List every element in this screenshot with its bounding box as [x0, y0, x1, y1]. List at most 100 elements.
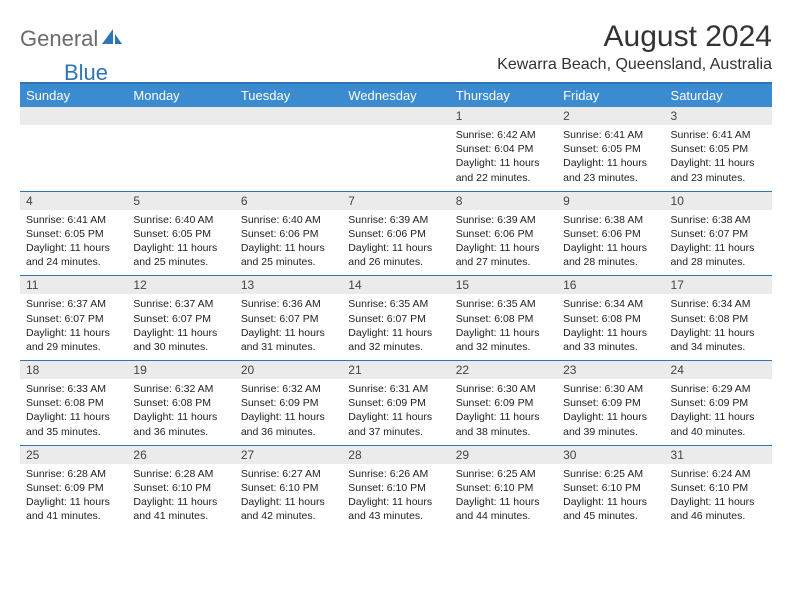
day-number: 7: [342, 192, 449, 210]
day-info-line: Daylight: 11 hours and 31 minutes.: [241, 326, 336, 354]
day-info-line: Sunrise: 6:35 AM: [348, 297, 443, 311]
day-info-line: Sunset: 6:09 PM: [563, 396, 658, 410]
calendar-day-cell: 7Sunrise: 6:39 AMSunset: 6:06 PMDaylight…: [342, 191, 449, 276]
day-info-line: Daylight: 11 hours and 46 minutes.: [671, 495, 766, 523]
day-info-line: Sunset: 6:08 PM: [456, 312, 551, 326]
day-number: 29: [450, 446, 557, 464]
day-body: Sunrise: 6:40 AMSunset: 6:06 PMDaylight:…: [235, 210, 342, 276]
day-info-line: Sunrise: 6:34 AM: [563, 297, 658, 311]
day-info-line: Sunrise: 6:27 AM: [241, 467, 336, 481]
day-info-line: Sunrise: 6:39 AM: [456, 213, 551, 227]
day-body: [127, 125, 234, 187]
day-number: 21: [342, 361, 449, 379]
day-info-line: Sunrise: 6:38 AM: [671, 213, 766, 227]
day-info-line: Daylight: 11 hours and 36 minutes.: [133, 410, 228, 438]
day-body: Sunrise: 6:38 AMSunset: 6:06 PMDaylight:…: [557, 210, 664, 276]
calendar-day-cell: 15Sunrise: 6:35 AMSunset: 6:08 PMDayligh…: [450, 276, 557, 361]
day-number: 4: [20, 192, 127, 210]
day-body: Sunrise: 6:30 AMSunset: 6:09 PMDaylight:…: [450, 379, 557, 445]
day-info-line: Sunset: 6:09 PM: [26, 481, 121, 495]
calendar-day-cell: 2Sunrise: 6:41 AMSunset: 6:05 PMDaylight…: [557, 107, 664, 191]
day-number: 26: [127, 446, 234, 464]
logo-word1: General: [20, 26, 98, 52]
day-number: 5: [127, 192, 234, 210]
day-body: Sunrise: 6:38 AMSunset: 6:07 PMDaylight:…: [665, 210, 772, 276]
day-info-line: Daylight: 11 hours and 24 minutes.: [26, 241, 121, 269]
day-info-line: Sunrise: 6:42 AM: [456, 128, 551, 142]
calendar-week-row: 1Sunrise: 6:42 AMSunset: 6:04 PMDaylight…: [20, 107, 772, 191]
day-body: [20, 125, 127, 187]
day-number: 19: [127, 361, 234, 379]
day-info-line: Sunrise: 6:28 AM: [133, 467, 228, 481]
day-info-line: Daylight: 11 hours and 45 minutes.: [563, 495, 658, 523]
title-block: August 2024 Kewarra Beach, Queensland, A…: [497, 20, 772, 74]
day-info-line: Daylight: 11 hours and 30 minutes.: [133, 326, 228, 354]
day-number: 3: [665, 107, 772, 125]
day-body: Sunrise: 6:42 AMSunset: 6:04 PMDaylight:…: [450, 125, 557, 191]
day-number: [342, 107, 449, 125]
day-info-line: Sunrise: 6:40 AM: [133, 213, 228, 227]
day-number: [235, 107, 342, 125]
day-info-line: Daylight: 11 hours and 28 minutes.: [671, 241, 766, 269]
day-info-line: Sunset: 6:07 PM: [671, 227, 766, 241]
logo-word2: Blue: [64, 60, 108, 86]
calendar-day-cell: 19Sunrise: 6:32 AMSunset: 6:08 PMDayligh…: [127, 361, 234, 446]
calendar-day-cell: 30Sunrise: 6:25 AMSunset: 6:10 PMDayligh…: [557, 445, 664, 529]
day-number: [127, 107, 234, 125]
day-body: [342, 125, 449, 187]
day-number: 24: [665, 361, 772, 379]
day-info-line: Sunset: 6:08 PM: [671, 312, 766, 326]
weekday-header-row: SundayMondayTuesdayWednesdayThursdayFrid…: [20, 83, 772, 107]
day-body: Sunrise: 6:39 AMSunset: 6:06 PMDaylight:…: [342, 210, 449, 276]
day-info-line: Sunset: 6:08 PM: [26, 396, 121, 410]
day-info-line: Sunset: 6:09 PM: [456, 396, 551, 410]
day-info-line: Sunrise: 6:30 AM: [563, 382, 658, 396]
day-body: Sunrise: 6:25 AMSunset: 6:10 PMDaylight:…: [450, 464, 557, 530]
day-info-line: Sunrise: 6:35 AM: [456, 297, 551, 311]
calendar-day-cell: 5Sunrise: 6:40 AMSunset: 6:05 PMDaylight…: [127, 191, 234, 276]
weekday-header: Friday: [557, 83, 664, 107]
day-body: Sunrise: 6:34 AMSunset: 6:08 PMDaylight:…: [557, 294, 664, 360]
day-info-line: Daylight: 11 hours and 42 minutes.: [241, 495, 336, 523]
day-info-line: Sunset: 6:08 PM: [133, 396, 228, 410]
calendar-day-cell: [20, 107, 127, 191]
header: General August 2024 Kewarra Beach, Queen…: [20, 20, 772, 74]
weekday-header: Tuesday: [235, 83, 342, 107]
day-body: Sunrise: 6:34 AMSunset: 6:08 PMDaylight:…: [665, 294, 772, 360]
day-number: 27: [235, 446, 342, 464]
calendar-day-cell: 6Sunrise: 6:40 AMSunset: 6:06 PMDaylight…: [235, 191, 342, 276]
day-info-line: Daylight: 11 hours and 28 minutes.: [563, 241, 658, 269]
day-info-line: Sunset: 6:06 PM: [563, 227, 658, 241]
day-info-line: Sunset: 6:09 PM: [241, 396, 336, 410]
day-info-line: Sunrise: 6:41 AM: [671, 128, 766, 142]
day-info-line: Daylight: 11 hours and 40 minutes.: [671, 410, 766, 438]
day-number: 12: [127, 276, 234, 294]
day-number: 28: [342, 446, 449, 464]
day-info-line: Daylight: 11 hours and 22 minutes.: [456, 156, 551, 184]
weekday-header: Monday: [127, 83, 234, 107]
day-info-line: Sunset: 6:06 PM: [456, 227, 551, 241]
calendar-day-cell: [342, 107, 449, 191]
day-info-line: Daylight: 11 hours and 35 minutes.: [26, 410, 121, 438]
day-info-line: Sunrise: 6:36 AM: [241, 297, 336, 311]
day-info-line: Sunset: 6:10 PM: [348, 481, 443, 495]
day-info-line: Daylight: 11 hours and 32 minutes.: [348, 326, 443, 354]
calendar-day-cell: 10Sunrise: 6:38 AMSunset: 6:07 PMDayligh…: [665, 191, 772, 276]
day-number: 13: [235, 276, 342, 294]
calendar-week-row: 11Sunrise: 6:37 AMSunset: 6:07 PMDayligh…: [20, 276, 772, 361]
day-body: Sunrise: 6:36 AMSunset: 6:07 PMDaylight:…: [235, 294, 342, 360]
day-info-line: Sunrise: 6:33 AM: [26, 382, 121, 396]
day-info-line: Daylight: 11 hours and 26 minutes.: [348, 241, 443, 269]
calendar-day-cell: 17Sunrise: 6:34 AMSunset: 6:08 PMDayligh…: [665, 276, 772, 361]
calendar-day-cell: 4Sunrise: 6:41 AMSunset: 6:05 PMDaylight…: [20, 191, 127, 276]
day-number: 6: [235, 192, 342, 210]
day-info-line: Sunset: 6:10 PM: [456, 481, 551, 495]
calendar-day-cell: 11Sunrise: 6:37 AMSunset: 6:07 PMDayligh…: [20, 276, 127, 361]
day-number: 10: [665, 192, 772, 210]
day-info-line: Daylight: 11 hours and 29 minutes.: [26, 326, 121, 354]
day-number: 20: [235, 361, 342, 379]
weekday-header: Sunday: [20, 83, 127, 107]
calendar-day-cell: 16Sunrise: 6:34 AMSunset: 6:08 PMDayligh…: [557, 276, 664, 361]
day-number: 30: [557, 446, 664, 464]
day-info-line: Daylight: 11 hours and 25 minutes.: [241, 241, 336, 269]
